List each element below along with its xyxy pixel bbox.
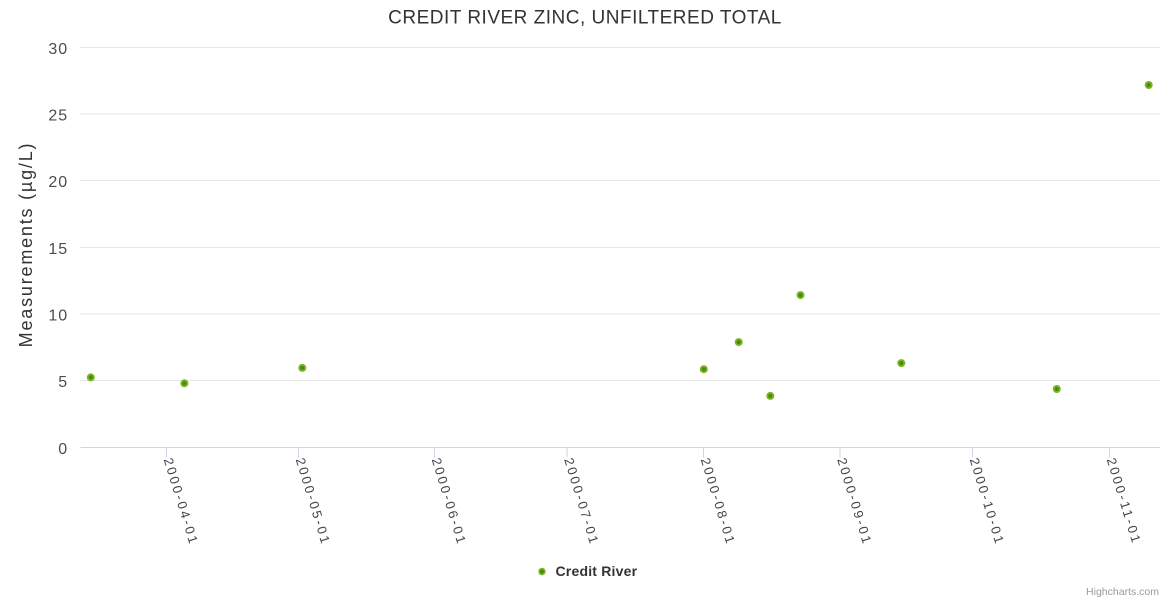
svg-text:CREDIT RIVER ZINC, UNFILTERED: CREDIT RIVER ZINC, UNFILTERED TOTAL (388, 8, 782, 29)
svg-text:2000-07-01: 2000-07-01 (561, 456, 602, 547)
svg-text:Credit River: Credit River (556, 563, 638, 579)
svg-text:5: 5 (58, 374, 68, 391)
svg-text:Measurements (µg/L): Measurements (µg/L) (16, 142, 36, 348)
svg-text:20: 20 (48, 174, 68, 191)
svg-text:10: 10 (48, 308, 68, 325)
svg-text:2000-11-01: 2000-11-01 (1104, 456, 1145, 546)
svg-text:2000-05-01: 2000-05-01 (293, 456, 334, 547)
svg-text:0: 0 (58, 441, 68, 458)
svg-text:2000-09-01: 2000-09-01 (834, 456, 875, 547)
svg-text:2000-10-01: 2000-10-01 (967, 456, 1008, 547)
svg-text:2000-06-01: 2000-06-01 (429, 456, 470, 547)
svg-text:15: 15 (48, 241, 68, 258)
svg-text:2000-04-01: 2000-04-01 (161, 456, 202, 547)
svg-text:2000-08-01: 2000-08-01 (698, 456, 739, 547)
svg-text:Highcharts.com: Highcharts.com (1086, 586, 1159, 598)
svg-text:25: 25 (48, 108, 68, 125)
svg-text:30: 30 (48, 41, 68, 58)
